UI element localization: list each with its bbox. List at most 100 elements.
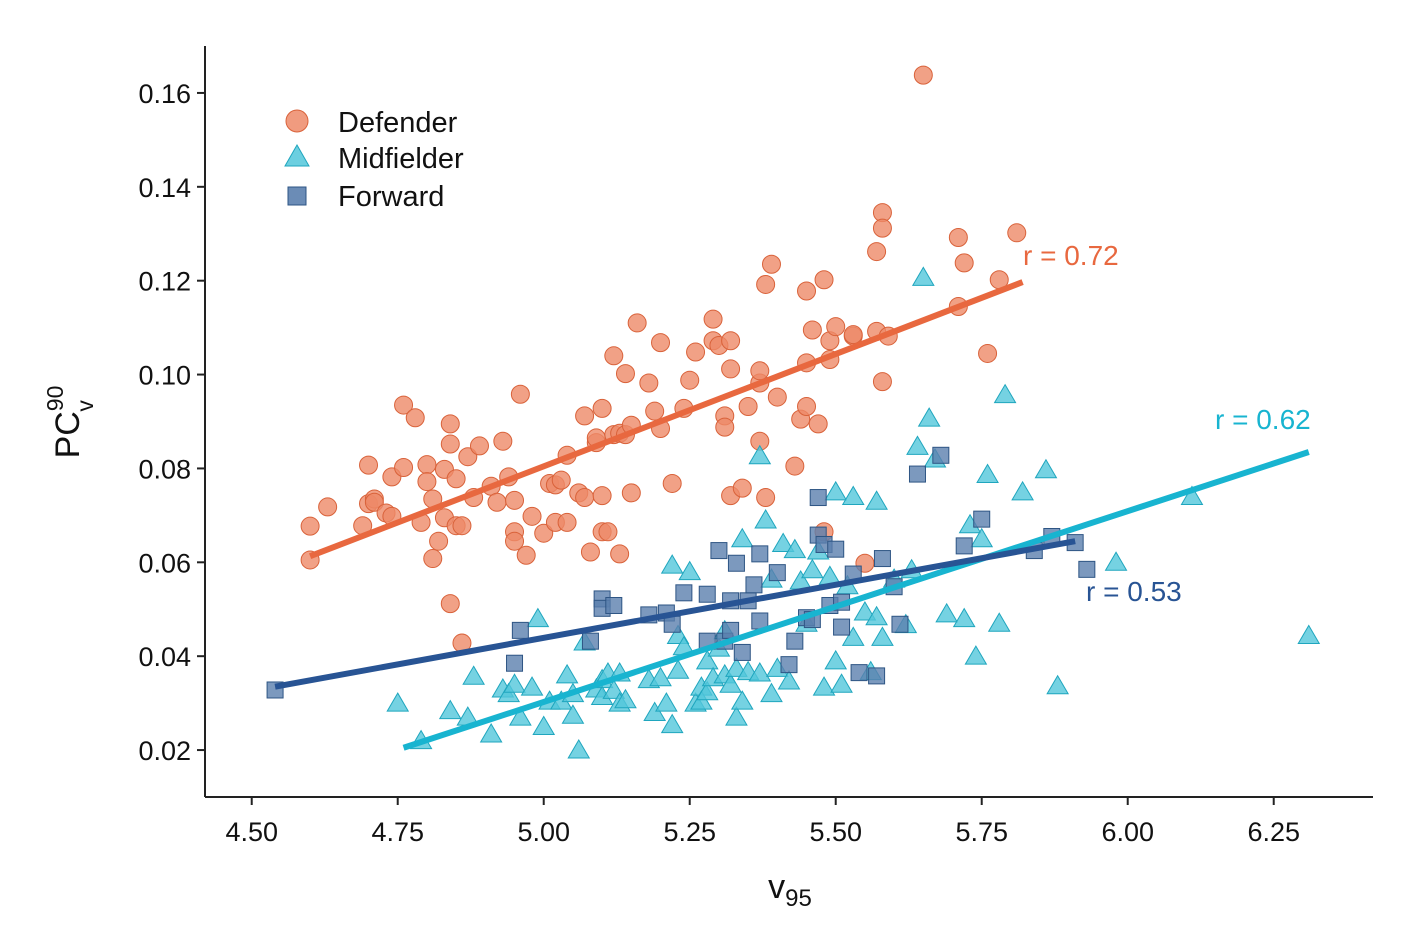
point-forward bbox=[751, 545, 769, 563]
point-defender bbox=[627, 313, 647, 333]
point-forward bbox=[511, 621, 529, 639]
y-tick-label: 0.14 bbox=[138, 173, 191, 203]
point-forward bbox=[1078, 560, 1096, 578]
x-tick-label: 4.50 bbox=[225, 817, 278, 847]
x-tick-label: 6.25 bbox=[1247, 817, 1300, 847]
point-defender bbox=[814, 270, 834, 290]
point-midfielder bbox=[964, 645, 988, 665]
point-defender bbox=[493, 431, 513, 451]
legend-label-midfielder: Midfielder bbox=[338, 143, 464, 175]
y-tick-label: 0.12 bbox=[138, 267, 191, 297]
point-defender bbox=[452, 516, 472, 536]
point-defender bbox=[843, 325, 863, 345]
point-midfielder bbox=[654, 692, 678, 712]
y-tick-label: 0.04 bbox=[138, 642, 191, 672]
point-defender bbox=[750, 361, 770, 381]
point-midfielder bbox=[917, 407, 941, 427]
fit-line-midfielder bbox=[402, 449, 1310, 751]
legend-label-forward: Forward bbox=[338, 181, 444, 213]
point-midfielder bbox=[660, 554, 684, 574]
r-label-forward: r = 0.53 bbox=[1086, 576, 1182, 607]
point-midfielder bbox=[841, 626, 865, 646]
point-forward bbox=[868, 667, 886, 685]
fit-line-forward bbox=[274, 538, 1076, 690]
point-defender bbox=[721, 359, 741, 379]
point-forward bbox=[675, 584, 693, 602]
point-defender bbox=[575, 488, 595, 508]
point-defender bbox=[592, 398, 612, 418]
x-tick-label: 5.00 bbox=[517, 817, 570, 847]
x-ticks: 4.50 4.75 5.00 5.25 5.50 5.75 6.00 6.25 bbox=[225, 797, 1300, 847]
point-defender bbox=[797, 281, 817, 301]
point-midfielder bbox=[993, 383, 1017, 404]
point-midfielder bbox=[771, 532, 795, 552]
point-defender bbox=[756, 274, 776, 294]
point-defender bbox=[557, 512, 577, 532]
point-midfielder bbox=[438, 699, 462, 720]
point-forward bbox=[768, 564, 786, 582]
point-defender bbox=[604, 346, 624, 366]
point-defender bbox=[872, 218, 892, 238]
point-forward bbox=[809, 489, 827, 507]
point-midfielder bbox=[935, 602, 959, 623]
point-midfielder bbox=[1011, 480, 1034, 501]
y-ticks: 0.02 0.04 0.06 0.08 0.10 0.12 0.14 0.16 bbox=[138, 79, 205, 766]
point-defender bbox=[405, 408, 425, 428]
point-midfielder bbox=[760, 682, 783, 703]
point-defender bbox=[446, 469, 466, 489]
fit-lines bbox=[274, 279, 1310, 751]
point-forward bbox=[780, 656, 798, 674]
point-defender bbox=[715, 417, 735, 437]
point-forward bbox=[850, 664, 868, 682]
point-midfielder bbox=[970, 527, 994, 548]
legend-marker-forward bbox=[287, 186, 307, 206]
point-defender bbox=[954, 253, 974, 273]
point-midfielder bbox=[695, 649, 719, 670]
point-midfielder bbox=[754, 509, 778, 529]
x-tick-label: 5.75 bbox=[955, 817, 1008, 847]
point-midfielder bbox=[812, 676, 836, 696]
point-defender bbox=[826, 317, 846, 337]
point-midfielder bbox=[526, 607, 550, 628]
point-defender bbox=[510, 384, 530, 404]
point-defender bbox=[359, 455, 379, 475]
point-midfielder bbox=[386, 692, 410, 712]
point-midfielder bbox=[748, 662, 772, 682]
point-defender bbox=[686, 342, 706, 362]
y-tick-label: 0.16 bbox=[138, 79, 191, 109]
point-defender bbox=[458, 447, 478, 467]
point-midfielder bbox=[865, 490, 888, 510]
point-midfielder bbox=[871, 626, 894, 646]
x-tick-label: 6.00 bbox=[1101, 817, 1154, 847]
point-defender bbox=[417, 472, 437, 492]
point-midfielder bbox=[695, 680, 719, 701]
point-midfielder bbox=[666, 659, 690, 679]
point-defender bbox=[505, 531, 525, 551]
point-defender bbox=[440, 594, 460, 614]
point-midfielder bbox=[532, 715, 556, 736]
point-defender bbox=[551, 470, 571, 490]
point-forward bbox=[745, 576, 763, 594]
point-forward bbox=[733, 643, 751, 661]
point-midfielder bbox=[730, 690, 754, 710]
point-midfielder bbox=[1104, 551, 1128, 571]
point-midfielder bbox=[503, 673, 526, 693]
point-midfielder bbox=[725, 706, 748, 726]
point-midfielder bbox=[508, 706, 532, 726]
point-midfielder bbox=[1034, 458, 1058, 479]
point-defender bbox=[797, 396, 817, 416]
point-defender bbox=[394, 395, 414, 415]
point-midfielder bbox=[1046, 674, 1070, 695]
point-forward bbox=[605, 596, 623, 614]
point-midfielder bbox=[865, 605, 888, 626]
point-defender bbox=[978, 343, 998, 363]
correlation-labels: r = 0.72 r = 0.62 r = 0.53 bbox=[1023, 240, 1311, 607]
point-defender bbox=[703, 309, 723, 329]
point-midfielder bbox=[479, 723, 503, 743]
point-defender bbox=[440, 434, 460, 454]
point-forward bbox=[698, 585, 716, 603]
point-defender bbox=[639, 373, 659, 393]
y-tick-label: 0.08 bbox=[138, 454, 191, 484]
point-defender bbox=[505, 490, 525, 510]
